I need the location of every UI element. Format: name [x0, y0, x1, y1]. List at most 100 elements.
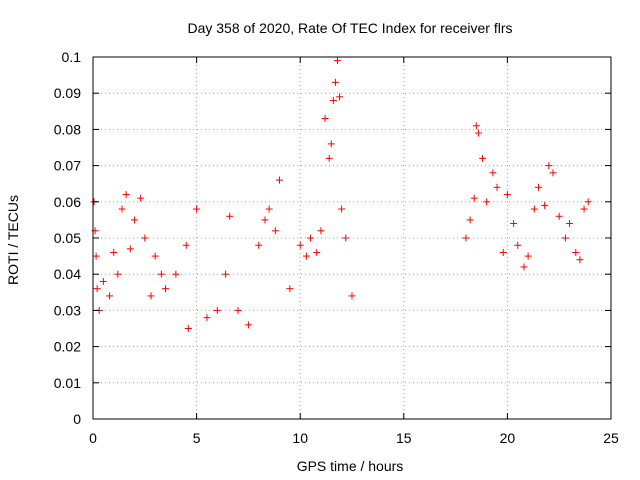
data-point: [489, 169, 497, 177]
data-point: [325, 154, 333, 162]
data-point: [162, 285, 170, 293]
data-point: [474, 129, 482, 137]
data-point: [483, 198, 491, 206]
data-point: [296, 241, 304, 249]
data-point: [255, 241, 263, 249]
x-tick-label: 20: [500, 430, 516, 446]
data-point: [566, 220, 574, 228]
data-point: [147, 292, 155, 300]
data-point: [514, 241, 522, 249]
data-point: [561, 234, 569, 242]
data-point: [462, 234, 470, 242]
data-point: [261, 216, 269, 224]
data-point: [184, 325, 192, 332]
data-point: [114, 270, 122, 278]
x-tick-labels: 0 5 10 15 20 25: [89, 430, 619, 446]
axis-ticks: [92, 56, 612, 420]
y-tick-label: 0.1: [62, 49, 82, 65]
data-point: [226, 212, 234, 220]
y-tick-label: 0.09: [54, 85, 81, 101]
data-point: [182, 241, 190, 249]
data-point: [470, 194, 478, 202]
y-tick-label: 0.06: [54, 194, 81, 210]
data-point: [520, 263, 528, 271]
y-tick-label: 0.01: [54, 375, 81, 391]
data-point: [110, 248, 118, 256]
data-point: [524, 252, 532, 260]
data-point: [580, 205, 588, 213]
data-point: [493, 183, 501, 191]
data-point: [313, 248, 321, 256]
data-point: [234, 306, 242, 314]
data-point: [99, 277, 107, 285]
y-tick-label: 0.03: [54, 302, 81, 318]
y-axis-label: ROTI / TECUs: [5, 195, 21, 285]
data-point: [549, 169, 557, 177]
data-point: [333, 57, 341, 65]
data-point: [576, 256, 584, 264]
y-tick-labels: 0 0.01 0.02 0.03 0.04 0.05 0.06 0.07 0.08 0.09 0.1: [54, 49, 81, 427]
grid-lines: [93, 57, 611, 419]
data-point: [541, 201, 549, 209]
data-point: [137, 194, 145, 202]
data-point: [222, 270, 230, 278]
y-tick-label: 0.05: [54, 230, 81, 246]
data-point: [93, 285, 101, 293]
data-point: [331, 78, 339, 86]
data-point: [572, 248, 580, 256]
data-point: [317, 227, 325, 235]
data-point: [329, 96, 337, 104]
data-point: [510, 220, 518, 228]
data-point: [203, 314, 211, 322]
data-point: [92, 252, 100, 260]
data-point: [151, 252, 159, 260]
data-point: [141, 234, 149, 242]
data-point: [106, 292, 114, 300]
x-axis-label: GPS time / hours: [297, 458, 404, 474]
data-point: [130, 216, 138, 224]
data-point: [503, 191, 511, 199]
data-points: [90, 57, 592, 332]
data-point: [472, 122, 480, 130]
data-point: [286, 285, 294, 293]
data-point: [265, 205, 273, 213]
data-point: [338, 205, 346, 213]
data-point: [336, 93, 344, 101]
y-tick-label: 0.07: [54, 158, 81, 174]
x-tick-label: 0: [89, 430, 97, 446]
data-point: [118, 205, 126, 213]
data-point: [302, 252, 310, 260]
data-point: [530, 205, 538, 213]
y-tick-label: 0.04: [54, 266, 81, 282]
data-point: [584, 198, 592, 206]
data-point: [307, 234, 315, 242]
data-point: [555, 212, 563, 220]
x-tick-label: 15: [396, 430, 412, 446]
data-point: [271, 227, 279, 235]
data-point: [126, 245, 134, 253]
chart-title: Day 358 of 2020, Rate Of TEC Index for r…: [187, 20, 512, 36]
data-point: [545, 162, 553, 170]
y-tick-label: 0: [73, 411, 81, 427]
x-tick-label: 5: [193, 430, 201, 446]
data-point: [466, 216, 474, 224]
data-point: [193, 205, 201, 213]
data-point: [479, 154, 487, 162]
data-point: [499, 248, 507, 256]
y-tick-label: 0.08: [54, 121, 81, 137]
data-point: [122, 191, 130, 199]
x-tick-label: 25: [603, 430, 619, 446]
data-point: [321, 115, 329, 123]
data-point: [244, 321, 252, 329]
data-point: [327, 140, 335, 148]
data-point: [213, 306, 221, 314]
data-point: [275, 176, 283, 184]
data-point: [348, 292, 356, 300]
data-point: [172, 270, 180, 278]
data-point: [157, 270, 165, 278]
x-tick-label: 10: [292, 430, 308, 446]
data-point: [342, 234, 350, 242]
y-tick-label: 0.02: [54, 339, 81, 355]
data-point: [534, 183, 542, 191]
